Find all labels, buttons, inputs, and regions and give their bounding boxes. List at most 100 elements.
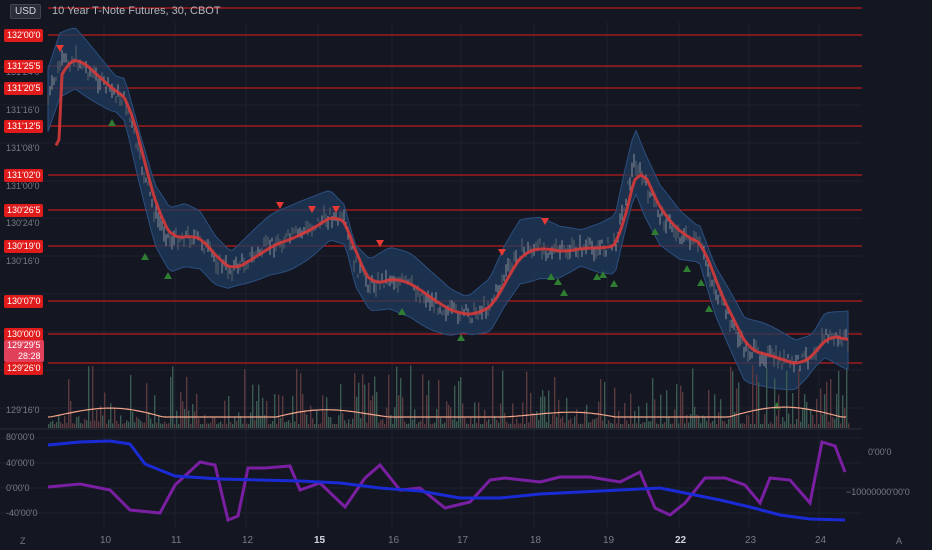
volume-bar	[644, 422, 646, 428]
volume-bar	[568, 420, 570, 428]
volume-bar	[296, 368, 298, 428]
volume-bar	[550, 423, 552, 428]
level-label[interactable]: 130'26'5	[4, 204, 44, 217]
volume-bar	[674, 409, 676, 428]
volume-bar	[406, 423, 408, 428]
volume-bar	[600, 379, 602, 428]
volume-bar	[200, 423, 202, 428]
volume-bar	[768, 423, 770, 428]
volume-bar	[802, 408, 804, 428]
volume-bar	[612, 423, 614, 428]
volume-bar	[268, 424, 270, 428]
volume-bar	[100, 406, 102, 428]
volume-bar	[118, 423, 120, 428]
volume-bar	[338, 415, 340, 428]
auto-scale-button[interactable]: A	[896, 536, 903, 546]
date-label-bold: 15	[314, 535, 326, 546]
volume-bar	[140, 420, 142, 428]
volume-bar	[362, 374, 364, 428]
volume-bar	[256, 400, 258, 428]
level-label[interactable]: 132'00'0	[4, 29, 44, 42]
volume-bar	[166, 423, 168, 428]
volume-bar	[816, 398, 818, 428]
volume-bar	[492, 366, 494, 428]
volume-bar	[806, 401, 808, 428]
volume-bar	[316, 409, 318, 428]
current-price-label[interactable]: 129'29'5 28:28	[4, 340, 45, 362]
volume-bars	[47, 365, 850, 428]
oscillator-purple-line	[47, 440, 847, 523]
volume-bar	[626, 420, 628, 428]
level-label[interactable]: 131'12'5	[4, 120, 44, 133]
volume-bar	[120, 415, 122, 428]
volume-bar	[476, 423, 478, 428]
volume-bar	[602, 420, 604, 428]
volume-bar	[158, 415, 160, 428]
volume-bar	[472, 423, 474, 428]
currency-badge[interactable]: USD	[10, 4, 42, 19]
volume-bar	[376, 392, 378, 428]
volume-bar	[440, 418, 442, 428]
volume-bar	[368, 382, 370, 428]
level-label[interactable]: 131'25'5	[4, 60, 44, 73]
volume-bar	[82, 423, 84, 428]
sell-marker	[332, 206, 340, 213]
volume-bar	[636, 423, 638, 428]
volume-bar	[410, 365, 412, 428]
volume-bar	[424, 423, 426, 428]
volume-bar	[160, 423, 162, 428]
level-label[interactable]: 129'26'0	[4, 362, 44, 375]
volume-bar	[382, 419, 384, 428]
level-label[interactable]: 131'02'0	[4, 169, 44, 182]
volume-bar	[372, 395, 374, 428]
zoom-toggle-button[interactable]: Z	[20, 536, 26, 546]
volume-bar	[700, 423, 702, 428]
sell-marker	[56, 45, 64, 52]
volume-bar	[510, 423, 512, 428]
volume-bar	[708, 389, 710, 428]
volume-bar	[58, 416, 60, 428]
volume-bar	[246, 423, 248, 428]
volume-bar	[738, 382, 740, 428]
volume-bar	[210, 422, 212, 428]
volume-bar	[342, 413, 344, 428]
volume-bar	[180, 391, 182, 428]
volume-bar	[62, 423, 64, 428]
level-label[interactable]: 131'20'5	[4, 82, 44, 95]
price-axis-label: 130'16'0	[6, 256, 40, 266]
volume-bar	[108, 419, 110, 428]
buy-marker	[554, 278, 562, 285]
volume-bar	[712, 421, 714, 428]
level-label[interactable]: 130'19'0	[4, 240, 44, 253]
volume-bar	[742, 423, 744, 428]
volume-bar	[782, 417, 784, 428]
volume-bar	[488, 419, 490, 428]
volume-bar	[318, 423, 320, 428]
volume-bar	[252, 384, 254, 428]
volume-bar	[798, 369, 800, 428]
volume-bar	[324, 411, 326, 428]
volume-bar	[146, 383, 148, 428]
oscillator-right-label: −10000000'00'0	[846, 487, 910, 497]
volume-bar	[706, 421, 708, 428]
volume-bar	[546, 421, 548, 428]
level-label[interactable]: 130'07'0	[4, 295, 44, 308]
volume-bar	[840, 423, 842, 428]
volume-bar	[758, 382, 760, 428]
volume-bar	[494, 415, 496, 428]
volume-bar	[682, 392, 684, 428]
buy-marker	[599, 271, 607, 278]
volume-bar	[294, 421, 296, 428]
buy-marker	[560, 289, 568, 296]
volume-bar	[332, 423, 334, 428]
volume-bar	[450, 407, 452, 428]
volume-bar	[660, 394, 662, 428]
volume-bar	[588, 422, 590, 428]
volume-bar	[402, 397, 404, 428]
volume-bar	[748, 415, 750, 428]
volume-bar	[808, 423, 810, 428]
level-label[interactable]: 130'00'0	[4, 328, 44, 341]
volume-bar	[304, 410, 306, 428]
